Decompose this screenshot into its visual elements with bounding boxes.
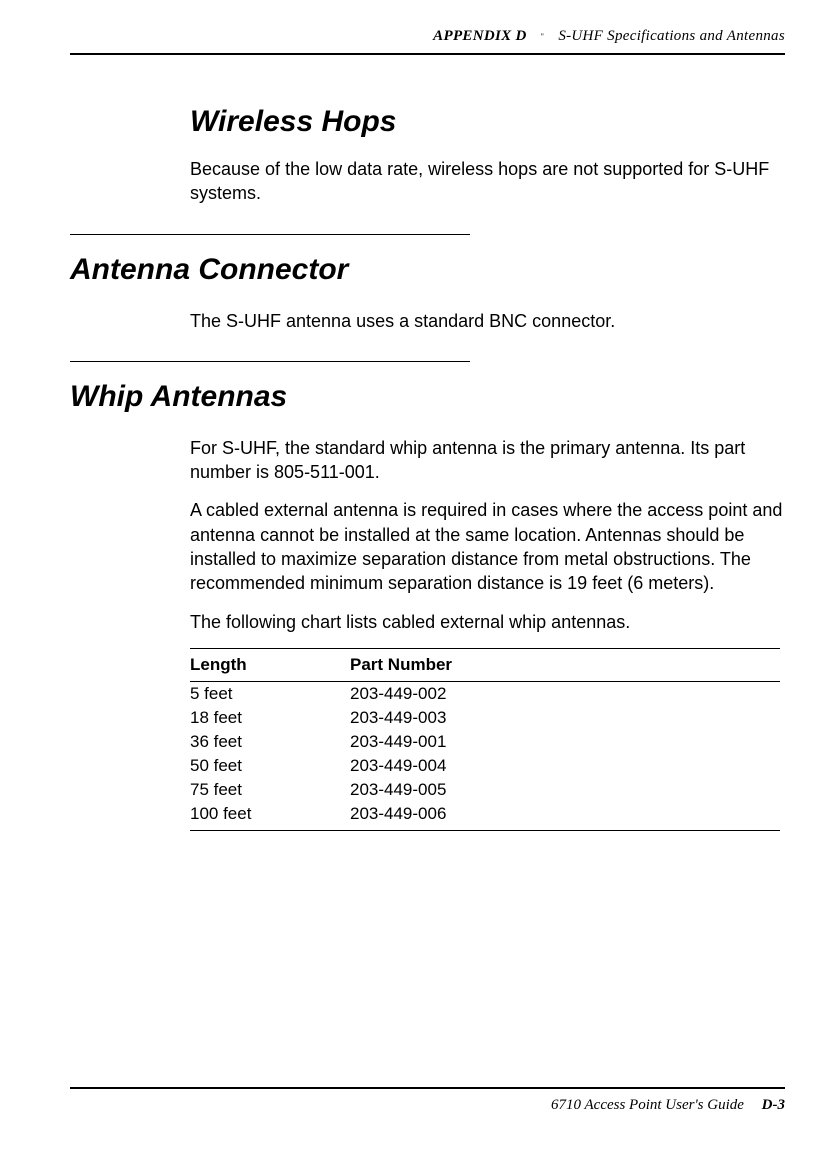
divider-1 [70,234,470,235]
text-whip-2: A cabled external antenna is required in… [190,498,785,595]
text-antenna-connector: The S-UHF antenna uses a standard BNC co… [190,309,785,333]
table-row: 5 feet 203-449-002 [190,681,780,706]
heading-whip-antennas: Whip Antennas [70,380,785,414]
text-whip-3: The following chart lists cabled externa… [190,610,785,634]
heading-antenna-connector: Antenna Connector [70,253,785,287]
cell-length: 100 feet [190,802,350,831]
table-row: 100 feet 203-449-006 [190,802,780,831]
table-row: 75 feet 203-449-005 [190,778,780,802]
cell-part: 203-449-001 [350,730,780,754]
table-header-row: Length Part Number [190,648,780,681]
divider-2 [70,361,470,362]
header-appendix: APPENDIX D [433,28,526,44]
footer-guide: 6710 Access Point User's Guide [551,1097,744,1113]
text-whip-1: For S-UHF, the standard whip antenna is … [190,436,785,485]
header-bullet: " [541,32,545,41]
cell-part: 203-449-006 [350,802,780,831]
header-title: S-UHF Specifications and Antennas [558,28,785,44]
page-footer: 6710 Access Point User's Guide D-3 [70,1087,785,1114]
col-length: Length [190,648,350,681]
cell-part: 203-449-005 [350,778,780,802]
footer-pagenum: D-3 [762,1097,785,1113]
table-row: 18 feet 203-449-003 [190,706,780,730]
cell-length: 18 feet [190,706,350,730]
cell-length: 75 feet [190,778,350,802]
col-partnumber: Part Number [350,648,780,681]
page-header: APPENDIX D " S-UHF Specifications and An… [70,28,785,55]
cell-length: 50 feet [190,754,350,778]
cell-part: 203-449-004 [350,754,780,778]
text-wireless-hops: Because of the low data rate, wireless h… [190,157,785,206]
table-row: 36 feet 203-449-001 [190,730,780,754]
cell-length: 5 feet [190,681,350,706]
cell-part: 203-449-003 [350,706,780,730]
table-row: 50 feet 203-449-004 [190,754,780,778]
cell-part: 203-449-002 [350,681,780,706]
antenna-table: Length Part Number 5 feet 203-449-002 18… [190,648,780,831]
cell-length: 36 feet [190,730,350,754]
heading-wireless-hops: Wireless Hops [190,105,785,139]
